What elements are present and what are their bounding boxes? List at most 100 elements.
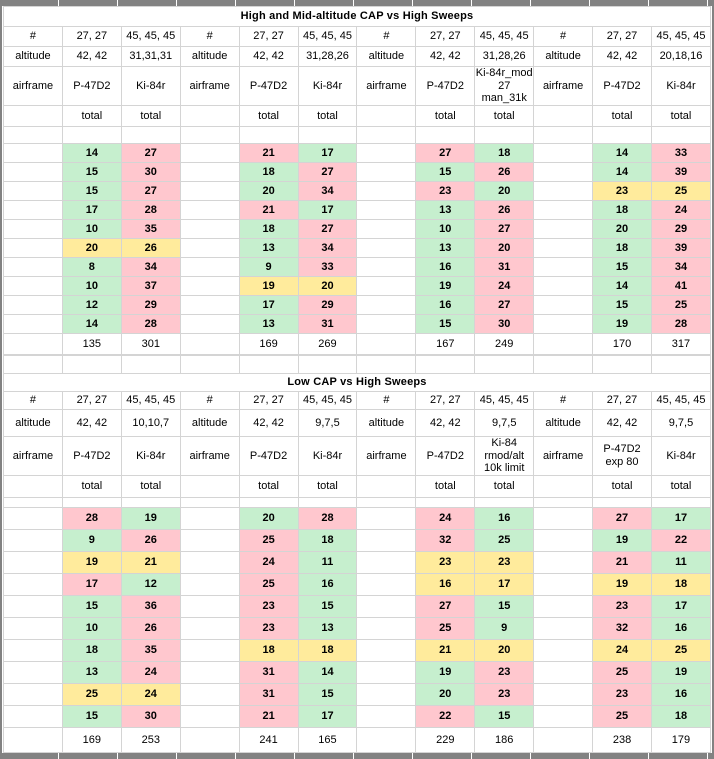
data-cell[interactable]: 20 bbox=[61, 237, 122, 258]
data-cell[interactable]: 18 bbox=[238, 161, 299, 182]
empty-cell[interactable] bbox=[3, 180, 63, 201]
empty-cell[interactable] bbox=[3, 682, 63, 706]
data-cell[interactable]: 15 bbox=[592, 294, 652, 315]
data-cell[interactable]: 18 bbox=[297, 528, 358, 552]
empty-cell[interactable] bbox=[533, 550, 594, 574]
empty-cell[interactable] bbox=[179, 496, 240, 508]
empty-cell[interactable] bbox=[61, 125, 122, 144]
data-cell[interactable]: 15 bbox=[474, 704, 535, 728]
empty-cell[interactable] bbox=[356, 726, 417, 753]
data-cell[interactable]: 13 bbox=[415, 199, 476, 220]
col-header-num[interactable]: 45, 45, 45 bbox=[120, 26, 181, 47]
row-label-num[interactable]: # bbox=[3, 390, 63, 410]
empty-cell[interactable] bbox=[3, 104, 63, 127]
col-header-airframe[interactable]: P-47D2 bbox=[592, 66, 652, 106]
data-cell[interactable]: 19 bbox=[238, 275, 299, 296]
data-cell[interactable]: 9 bbox=[61, 528, 122, 552]
empty-cell[interactable] bbox=[533, 354, 594, 374]
row-label-airframe[interactable]: airframe bbox=[3, 435, 63, 476]
col-header-airframe[interactable]: P-47D2 bbox=[415, 435, 476, 476]
empty-cell[interactable] bbox=[356, 218, 417, 239]
row-label-altitude[interactable]: altitude bbox=[533, 46, 594, 67]
data-cell[interactable]: 17 bbox=[297, 199, 358, 220]
empty-cell[interactable] bbox=[3, 506, 63, 530]
empty-cell[interactable] bbox=[356, 528, 417, 552]
row-label-airframe[interactable]: airframe bbox=[533, 66, 594, 106]
data-cell[interactable]: 31 bbox=[238, 682, 299, 706]
col-header-altitude[interactable]: 42, 42 bbox=[238, 46, 299, 67]
total-label[interactable]: total bbox=[474, 474, 535, 498]
data-cell[interactable]: 19 bbox=[61, 550, 122, 574]
data-cell[interactable]: 25 bbox=[650, 180, 712, 201]
empty-cell[interactable] bbox=[533, 294, 594, 315]
data-cell[interactable]: 18 bbox=[650, 704, 712, 728]
empty-cell[interactable] bbox=[238, 496, 299, 508]
empty-cell[interactable] bbox=[592, 125, 652, 144]
data-cell[interactable]: 24 bbox=[415, 506, 476, 530]
empty-cell[interactable] bbox=[120, 125, 181, 144]
col-header-altitude[interactable]: 42, 42 bbox=[415, 46, 476, 67]
empty-cell[interactable] bbox=[356, 237, 417, 258]
data-cell[interactable]: 24 bbox=[592, 638, 652, 662]
total-label[interactable]: total bbox=[120, 474, 181, 498]
empty-cell[interactable] bbox=[179, 104, 240, 127]
col-header-num[interactable]: 27, 27 bbox=[238, 26, 299, 47]
empty-cell[interactable] bbox=[3, 572, 63, 596]
data-cell[interactable]: 10 bbox=[61, 275, 122, 296]
col-header-airframe[interactable]: Ki-84 rmod/alt 10k limit bbox=[474, 435, 535, 476]
empty-cell[interactable] bbox=[297, 354, 358, 374]
data-cell[interactable]: 14 bbox=[61, 313, 122, 334]
data-cell[interactable]: 23 bbox=[415, 550, 476, 574]
data-cell[interactable]: 28 bbox=[120, 313, 181, 334]
empty-cell[interactable] bbox=[356, 275, 417, 296]
empty-cell[interactable] bbox=[3, 638, 63, 662]
empty-cell[interactable] bbox=[356, 572, 417, 596]
empty-cell[interactable] bbox=[592, 354, 652, 374]
empty-cell[interactable] bbox=[3, 218, 63, 239]
data-cell[interactable]: 24 bbox=[650, 199, 712, 220]
empty-cell[interactable] bbox=[179, 616, 240, 640]
empty-cell[interactable] bbox=[415, 125, 476, 144]
data-cell[interactable]: 16 bbox=[297, 572, 358, 596]
empty-cell[interactable] bbox=[179, 275, 240, 296]
empty-cell[interactable] bbox=[3, 332, 63, 355]
empty-cell[interactable] bbox=[356, 682, 417, 706]
data-cell[interactable]: 27 bbox=[415, 142, 476, 163]
col-header-altitude[interactable]: 9,7,5 bbox=[297, 408, 358, 437]
col-header-altitude[interactable]: 10,10,7 bbox=[120, 408, 181, 437]
data-cell[interactable]: 20 bbox=[238, 180, 299, 201]
data-cell[interactable]: 30 bbox=[474, 313, 535, 334]
data-cell[interactable]: 17 bbox=[297, 704, 358, 728]
empty-cell[interactable] bbox=[533, 528, 594, 552]
row-label-num[interactable]: # bbox=[3, 26, 63, 47]
col-header-num[interactable]: 27, 27 bbox=[415, 26, 476, 47]
empty-cell[interactable] bbox=[356, 142, 417, 163]
empty-cell[interactable] bbox=[3, 474, 63, 498]
empty-cell[interactable] bbox=[356, 332, 417, 355]
data-cell[interactable]: 22 bbox=[415, 704, 476, 728]
empty-cell[interactable] bbox=[297, 496, 358, 508]
empty-cell[interactable] bbox=[356, 474, 417, 498]
empty-cell[interactable] bbox=[61, 496, 122, 508]
empty-cell[interactable] bbox=[533, 704, 594, 728]
data-cell[interactable]: 13 bbox=[61, 660, 122, 684]
data-cell[interactable]: 14 bbox=[61, 142, 122, 163]
col-header-altitude[interactable]: 9,7,5 bbox=[650, 408, 712, 437]
empty-cell[interactable] bbox=[533, 682, 594, 706]
data-cell[interactable]: 23 bbox=[474, 550, 535, 574]
data-cell[interactable]: 33 bbox=[650, 142, 712, 163]
col-header-altitude[interactable]: 20,18,16 bbox=[650, 46, 712, 67]
col-header-airframe[interactable]: P-47D2 bbox=[61, 435, 122, 476]
empty-cell[interactable] bbox=[533, 332, 594, 355]
data-cell[interactable]: 15 bbox=[592, 256, 652, 277]
data-cell[interactable]: 28 bbox=[61, 506, 122, 530]
data-cell[interactable]: 17 bbox=[650, 594, 712, 618]
table-title-cell[interactable]: Low CAP vs High Sweeps bbox=[3, 372, 711, 392]
data-cell[interactable]: 19 bbox=[415, 660, 476, 684]
col-header-altitude[interactable]: 42, 42 bbox=[61, 46, 122, 67]
data-cell[interactable]: 18 bbox=[238, 218, 299, 239]
empty-cell[interactable] bbox=[533, 638, 594, 662]
col-header-altitude[interactable]: 42, 42 bbox=[61, 408, 122, 437]
data-cell[interactable]: 21 bbox=[238, 142, 299, 163]
empty-cell[interactable] bbox=[592, 496, 652, 508]
